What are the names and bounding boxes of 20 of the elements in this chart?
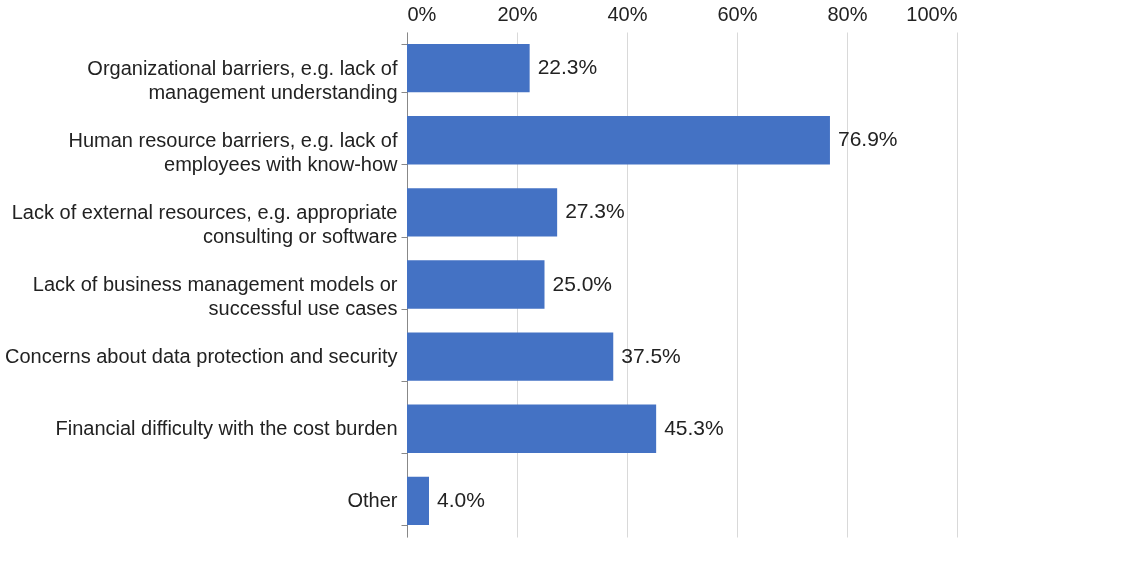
y-tick-label: Lack of external resources, e.g. appropriate consulting or software	[11, 200, 398, 247]
x-tick-label: 100%	[906, 2, 958, 25]
y-tick-label: Lack of business management models or successful use cases	[32, 273, 398, 319]
data-label: 22.3%	[537, 55, 598, 79]
x-tick-label: 0%	[407, 2, 437, 25]
x-tick-label: 40%	[607, 2, 648, 25]
y-tick-label: Human resource barriers, e.g. lack of employees with know-how	[68, 128, 399, 175]
data-label: 45.3%	[664, 415, 724, 439]
data-label: 37.5%	[621, 343, 681, 367]
y-tick-label: Other	[347, 489, 398, 512]
data-label: 4.0%	[437, 487, 485, 511]
x-tick-label: 80%	[827, 2, 868, 25]
x-tick-label: 60%	[717, 2, 758, 25]
y-tick-label: Concerns about data protection and security	[5, 345, 398, 368]
data-label: 76.9%	[837, 127, 898, 151]
y-tick-label: Organizational barriers, e.g. lack of management understanding	[87, 56, 398, 103]
x-tick-label: 20%	[497, 2, 538, 25]
y-tick-label: Financial difficulty with the cost burden	[55, 417, 398, 440]
data-label: 25.0%	[552, 271, 613, 295]
data-label: 27.3%	[565, 199, 625, 223]
